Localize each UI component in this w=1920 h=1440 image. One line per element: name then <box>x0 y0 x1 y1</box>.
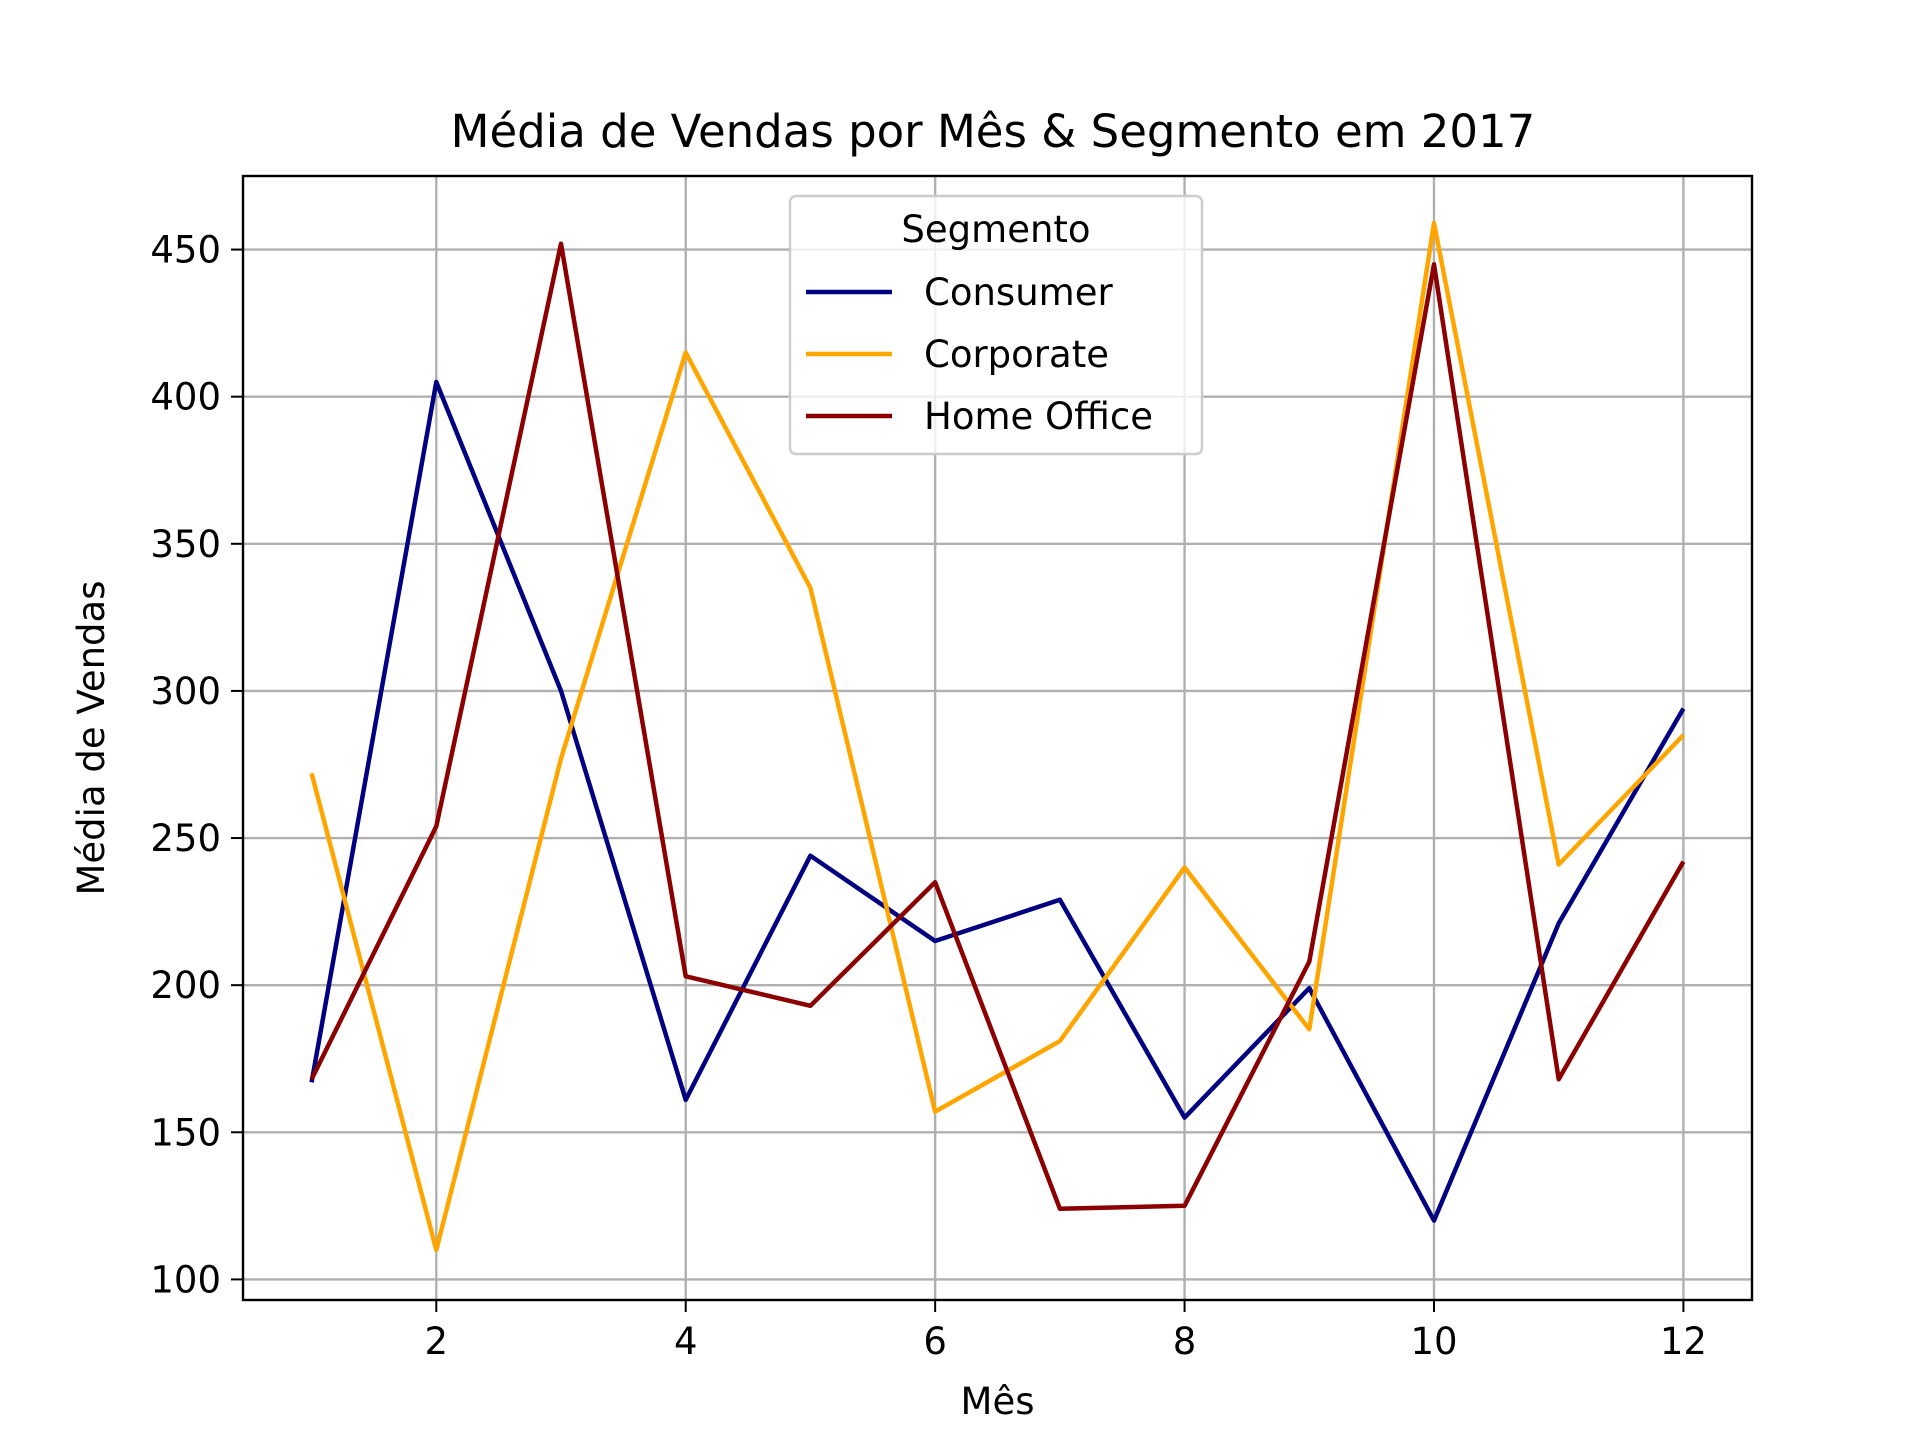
series-line-consumer <box>309 379 1686 1223</box>
legend-label-consumer: Consumer <box>924 271 1113 314</box>
y-tick-label: 300 <box>150 670 221 713</box>
y-tick-label: 350 <box>150 523 221 566</box>
legend: Segmento Consumer Corporate Home Office <box>788 194 1204 456</box>
x-tick-label: 6 <box>923 1320 947 1363</box>
x-tick-label: 12 <box>1660 1320 1707 1363</box>
y-tick-label: 450 <box>150 229 221 272</box>
series-layer <box>309 220 1686 1253</box>
x-axis-label: Mês <box>961 1380 1035 1423</box>
x-axis: 2 4 6 8 10 12 <box>425 1300 1707 1363</box>
y-tick-label: 100 <box>150 1258 221 1301</box>
y-axis-label: Média de Vendas <box>70 581 113 896</box>
y-tick-label: 150 <box>150 1111 221 1154</box>
x-tick-label: 4 <box>674 1320 698 1363</box>
series-line-home-office <box>309 241 1686 1212</box>
legend-box <box>788 194 1204 456</box>
y-tick-label: 200 <box>150 964 221 1007</box>
y-tick-label: 250 <box>150 817 221 860</box>
y-tick-label: 400 <box>150 376 221 419</box>
x-tick-label: 8 <box>1173 1320 1197 1363</box>
legend-title: Segmento <box>901 208 1090 251</box>
x-tick-label: 2 <box>425 1320 449 1363</box>
chart-title: Média de Vendas por Mês & Segmento em 20… <box>451 105 1536 158</box>
x-tick-label: 10 <box>1410 1320 1457 1363</box>
legend-label-corporate: Corporate <box>924 333 1109 376</box>
series-line-corporate <box>309 220 1686 1253</box>
y-axis: 100 150 200 250 300 350 400 450 <box>150 229 243 1301</box>
plot-frame <box>241 174 1754 1302</box>
legend-label-home-office: Home Office <box>924 395 1153 438</box>
